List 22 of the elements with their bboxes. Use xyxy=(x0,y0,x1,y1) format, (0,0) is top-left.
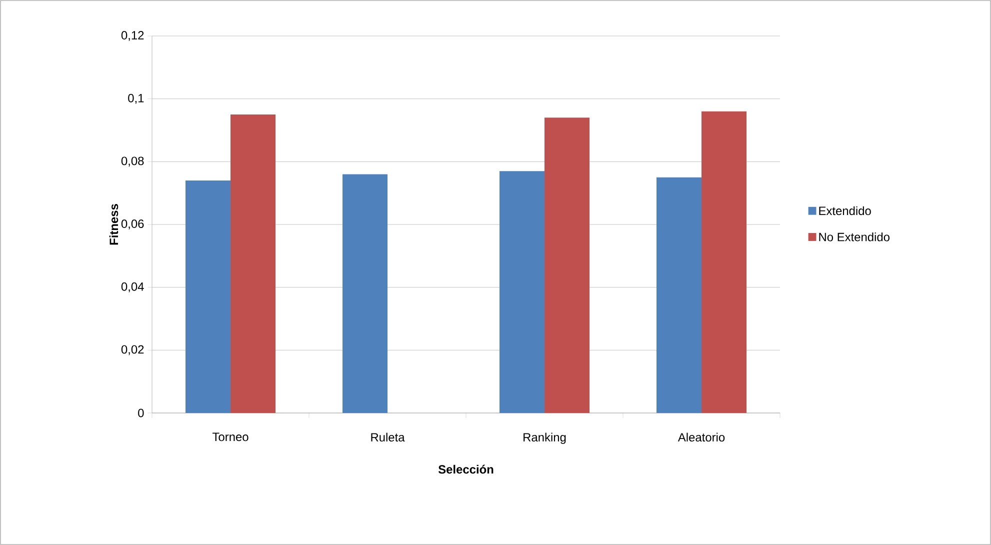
y-tick-label: 0,04 xyxy=(121,282,144,292)
y-axis-title: Fitness xyxy=(109,204,118,245)
y-tick-label: 0,02 xyxy=(121,345,144,356)
y-tick-label: 0,08 xyxy=(121,156,144,167)
bar xyxy=(656,177,702,413)
y-tick-label: 0,12 xyxy=(121,31,144,41)
x-tick-label: Torneo xyxy=(212,432,248,442)
legend-label: Extendido xyxy=(819,206,871,216)
bar xyxy=(544,118,590,413)
bar xyxy=(230,114,276,413)
bar xyxy=(342,174,388,413)
y-tick-label: 0,06 xyxy=(121,220,144,230)
y-tick-label: 0 xyxy=(138,408,144,418)
bar xyxy=(702,111,747,413)
bar xyxy=(186,180,231,413)
x-tick-label: Ruleta xyxy=(371,432,405,442)
x-axis-title: Selección xyxy=(438,464,494,474)
x-tick-label: Aleatorio xyxy=(678,432,725,442)
y-tick-label: 0,1 xyxy=(128,94,144,104)
bar xyxy=(500,171,545,413)
x-tick-label: Ranking xyxy=(524,432,566,444)
legend-label: No Extendido xyxy=(819,232,890,242)
